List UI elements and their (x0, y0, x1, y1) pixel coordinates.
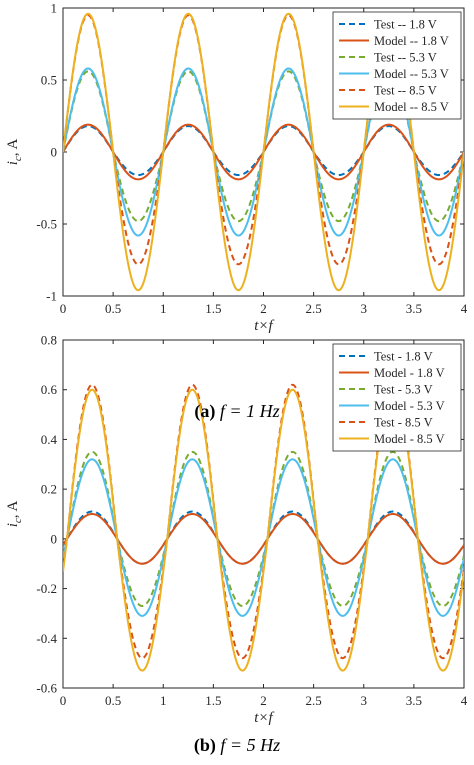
series-line-1 (63, 512, 464, 565)
x-tick-label: 2.5 (306, 301, 322, 316)
legend-box (332, 11, 462, 120)
y-tick-label: 1 (51, 1, 58, 16)
y-tick-label: 0.6 (41, 382, 58, 397)
legend: Test - 1.8 V Model - 1.8 V Test - 5.3 V Mod… (332, 343, 462, 452)
y-axis-label: ic, A (5, 501, 24, 528)
legend-entry: Model -- 5.3 V (374, 67, 449, 81)
y-tick-label: -0.4 (36, 631, 57, 646)
x-tick-label: 2 (260, 693, 267, 708)
legend-entry: Model -- 8.5 V (374, 100, 449, 114)
chart-0: 0 0.5 1 1.5 2 2.5 3 3.5 4 -1 -0.5 0 0.5 1 t×f ic, A Test… (5, 1, 468, 335)
y-tick-label: -0.5 (36, 217, 57, 232)
x-tick-label: 2.5 (306, 693, 322, 708)
x-tick-label: 0 (60, 693, 67, 708)
legend-entry: Test - 5.3 V (374, 383, 433, 397)
y-tick-label: 0.2 (41, 482, 57, 497)
x-tick-label: 0.5 (105, 693, 121, 708)
caption-b: (b) f = 5 Hz (0, 735, 474, 756)
x-tick-label: 1.5 (205, 301, 221, 316)
x-tick-label: 1 (160, 301, 167, 316)
y-tick-label: -1 (46, 289, 57, 304)
legend-entry: Model - 8.5 V (374, 432, 445, 446)
chart-1: 0 0.5 1 1.5 2 2.5 3 3.5 4 -0.6 -0.4 -0.2 0 0.2 0.4 0.6 0… (5, 333, 468, 727)
y-tick-label: -0.6 (36, 681, 57, 696)
legend-entry: Model -- 1.8 V (374, 34, 449, 48)
y-axis-label: ic, A (5, 139, 24, 166)
caption-a-label: (a) (194, 401, 216, 421)
x-tick-label: 3.5 (406, 693, 422, 708)
legend-entry: Model - 1.8 V (374, 366, 445, 380)
caption-a: (a) f = 1 Hz (0, 401, 474, 422)
legend-entry: Model - 5.3 V (374, 399, 445, 413)
y-tick-label: 0.5 (41, 73, 57, 88)
legend-entry: Test - 1.8 V (374, 350, 433, 364)
x-tick-label: 4 (461, 301, 468, 316)
x-tick-label: 0 (60, 301, 67, 316)
caption-a-text: f = 1 Hz (219, 401, 280, 421)
legend-box (332, 343, 462, 452)
y-tick-label: 0 (51, 531, 58, 546)
y-tick-label: 0.8 (41, 333, 57, 348)
legend-entry: Test -- 5.3 V (374, 51, 437, 65)
x-tick-label: 3 (361, 301, 368, 316)
x-tick-label: 4 (461, 693, 468, 708)
y-tick-label: 0 (51, 145, 58, 160)
legend: Test -- 1.8 V Model -- 1.8 V Test -- 5.3 V… (332, 11, 462, 120)
series-line-3 (63, 458, 464, 617)
caption-b-text: f = 5 Hz (220, 735, 281, 755)
x-axis-label: t×f (254, 710, 274, 726)
x-tick-label: 3.5 (406, 301, 422, 316)
legend-entry: Test -- 8.5 V (374, 84, 437, 98)
x-tick-label: 0.5 (105, 301, 121, 316)
caption-b-label: (b) (193, 735, 216, 755)
x-tick-label: 3 (361, 693, 368, 708)
x-tick-label: 1 (160, 693, 167, 708)
legend-entry: Test -- 1.8 V (374, 18, 437, 32)
x-axis-label: t×f (254, 318, 274, 334)
x-tick-label: 2 (260, 301, 267, 316)
x-tick-label: 1.5 (205, 693, 221, 708)
y-tick-label: -0.2 (36, 581, 57, 596)
y-tick-label: 0.4 (41, 432, 58, 447)
legend-entry: Test - 8.5 V (374, 416, 433, 430)
